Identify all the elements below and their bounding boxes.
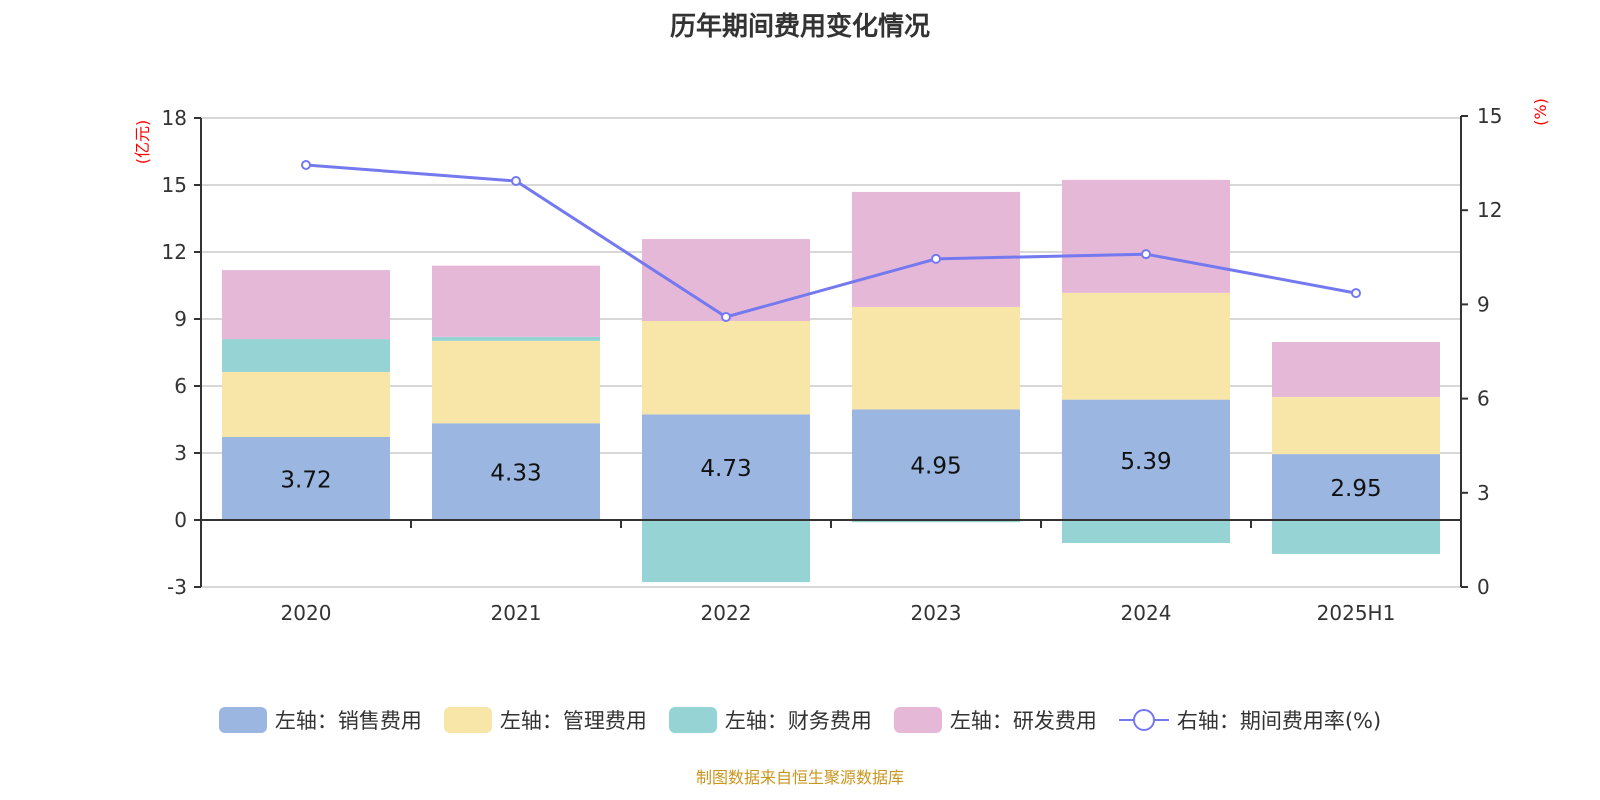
bar-segment <box>852 520 1020 523</box>
y-left-tick-label: 6 <box>174 374 187 398</box>
bar-segment <box>1272 520 1440 554</box>
line-point <box>301 159 311 170</box>
bar-segment <box>432 336 600 341</box>
bar-data-label: 3.72 <box>280 467 331 493</box>
y-right-tick-label: 6 <box>1477 387 1490 411</box>
bar-segment <box>642 520 810 583</box>
legend-item[interactable]: 左轴：财务费用 <box>668 705 872 735</box>
bar-segment <box>852 409 1020 520</box>
y-left-axis-label: (亿元) <box>133 120 152 165</box>
legend-item[interactable]: 右轴：期间费用率(%) <box>1118 705 1382 735</box>
bar-segment <box>432 423 600 520</box>
bar-segment <box>1272 342 1440 397</box>
bar-segment <box>222 371 390 437</box>
legend-item[interactable]: 左轴：销售费用 <box>218 705 422 735</box>
bar-segment <box>1062 399 1230 520</box>
y-right-tick-label: 15 <box>1477 104 1502 128</box>
y-left-tick-label: 18 <box>162 106 187 130</box>
line-series <box>305 163 1357 319</box>
bar-data-label: 4.73 <box>700 456 751 482</box>
x-tick-label: 2025H1 <box>1317 601 1396 625</box>
source-note: 制图数据来自恒生聚源数据库 <box>695 768 904 787</box>
y-left-tick-label: 9 <box>174 307 187 331</box>
bar-data-label: 4.33 <box>490 461 541 487</box>
legend-label: 左轴：管理费用 <box>499 709 647 733</box>
y-right-tick-label: 12 <box>1477 198 1502 222</box>
legend-swatch <box>668 707 717 733</box>
bar-segment <box>1272 396 1440 455</box>
bar-segment <box>222 436 390 520</box>
bar-segment <box>642 321 810 415</box>
bar-segment <box>1062 292 1230 400</box>
y-right-tick-label: 9 <box>1477 292 1490 316</box>
y-left-tick-label: 12 <box>162 240 187 264</box>
legend-swatch <box>893 707 942 733</box>
x-tick-label: 2023 <box>911 601 962 625</box>
line-point <box>1351 288 1361 299</box>
bar-segment <box>852 191 1020 307</box>
x-tick-label: 2024 <box>1121 601 1172 625</box>
bar-segment <box>642 414 810 520</box>
bar-segment <box>432 265 600 337</box>
y-left-tick-label: 3 <box>174 441 187 465</box>
legend-label: 左轴：销售费用 <box>274 709 422 733</box>
line-point <box>721 311 731 322</box>
y-right-tick-label: 3 <box>1477 481 1490 505</box>
bar-data-label: 5.39 <box>1120 449 1171 475</box>
x-tick-label: 2020 <box>281 601 332 625</box>
line-point <box>511 175 521 186</box>
legend-swatch <box>443 707 492 733</box>
legend-item[interactable]: 左轴：管理费用 <box>443 705 647 735</box>
bar-segment <box>1272 454 1440 520</box>
bar-data-label: 2.95 <box>1330 476 1381 502</box>
y-left-tick-label: -3 <box>167 575 187 599</box>
legend-label: 左轴：研发费用 <box>949 709 1097 733</box>
line-point <box>931 253 941 264</box>
bar-segment <box>222 339 390 372</box>
legend-label: 左轴：财务费用 <box>724 709 872 733</box>
line-point <box>1141 249 1151 260</box>
chart-title: 历年期间费用变化情况 <box>669 12 930 42</box>
bar-segment <box>1062 520 1230 544</box>
chart-plot: -3 0 3 6 9 12 15 18 0 3 6 9 12 15 (亿元) (%) 3.72 2020 4.33 2… <box>133 98 1550 625</box>
bar-segment <box>432 340 600 424</box>
bar-segment <box>852 306 1020 410</box>
y-left-tick-label: 0 <box>174 508 187 532</box>
x-tick-label: 2022 <box>701 601 752 625</box>
legend-line-icon <box>1118 709 1169 731</box>
bar-segment <box>222 270 390 340</box>
legend-item[interactable]: 左轴：研发费用 <box>893 705 1097 735</box>
y-left-tick-label: 15 <box>162 173 187 197</box>
y-right-axis-label: (%) <box>1531 98 1550 126</box>
legend: 左轴：销售费用 左轴：管理费用 左轴：财务费用 左轴：研发费用 右轴：期间费用率(%) <box>0 705 1600 735</box>
y-right-tick-label: 0 <box>1477 575 1490 599</box>
x-tick-label: 2021 <box>491 601 542 625</box>
legend-label: 右轴：期间费用率(%) <box>1176 709 1382 733</box>
legend-swatch <box>218 707 267 733</box>
bar-segment <box>1062 179 1230 293</box>
bar-data-label: 4.95 <box>910 454 961 480</box>
